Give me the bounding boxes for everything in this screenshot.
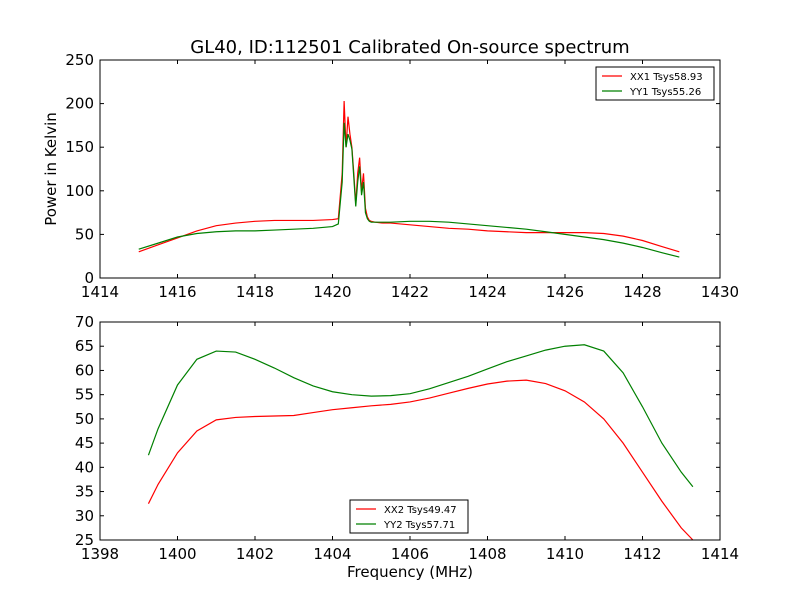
y-tick-label: 50	[75, 225, 94, 243]
series-line-1-2	[138, 122, 680, 258]
y-tick-label: 0	[84, 269, 94, 287]
x-tick-label: 1420	[313, 283, 351, 301]
y-tick-label: 150	[65, 138, 94, 156]
y-tick-label: 100	[65, 182, 94, 200]
x-tick-label: 1410	[546, 545, 584, 563]
series-line-1-1	[138, 100, 680, 253]
y-tick-label: 35	[75, 483, 94, 501]
x-tick-label: 1408	[468, 545, 506, 563]
x-tick-label: 1414	[81, 283, 119, 301]
y-axis-label: Power in Kelvin	[42, 112, 60, 226]
x-tick-label: 1404	[313, 545, 351, 563]
x-tick-label: 1414	[701, 545, 739, 563]
y-tick-label: 70	[75, 313, 94, 331]
y-tick-label: 25	[75, 531, 94, 549]
series-line-2-2	[147, 344, 694, 488]
y-tick-label: 200	[65, 95, 94, 113]
legend: XX1 Tsys58.93 YY1 Tsys55.26	[595, 66, 715, 101]
x-tick-label: 1402	[236, 545, 274, 563]
y-tick-label: 40	[75, 458, 94, 476]
x-tick-label: 1398	[81, 545, 119, 563]
y-tick-label: 250	[65, 51, 94, 69]
legend-entry-label: YY2 Tsys57.71	[383, 520, 455, 531]
legend: XX2 Tsys49.47 YY2 Tsys57.71	[349, 499, 469, 534]
legend-entry-label: XX2 Tsys49.47	[384, 505, 457, 516]
x-tick-label: 1400	[158, 545, 196, 563]
x-tick-label: 1428	[623, 283, 661, 301]
x-tick-label: 1418	[236, 283, 274, 301]
x-tick-label: 1412	[623, 545, 661, 563]
y-tick-label: 30	[75, 507, 94, 525]
legend-box	[595, 66, 715, 101]
x-tick-label: 1430	[701, 283, 739, 301]
y-tick-label: 55	[75, 386, 94, 404]
chart-title: GL40, ID:112501 Calibrated On-source spe…	[190, 37, 629, 58]
x-tick-label: 1406	[391, 545, 429, 563]
legend-entry-label: YY1 Tsys55.26	[629, 87, 701, 98]
legend-box	[349, 499, 469, 534]
y-tick-label: 45	[75, 434, 94, 452]
x-tick-label: 1424	[468, 283, 506, 301]
x-axis-label: Frequency (MHz)	[347, 563, 473, 581]
top-panel: 1414 1416 1418 1420 1422 1424 1426 1428 1430 0 50 1…	[42, 51, 739, 301]
series-line-2-1	[147, 379, 694, 541]
x-tick-label: 1422	[391, 283, 429, 301]
legend-entry-label: XX1 Tsys58.93	[630, 72, 703, 83]
x-tick-label: 1426	[546, 283, 584, 301]
y-tick-label: 65	[75, 337, 94, 355]
bottom-panel: 1398 1400 1402 1404 1406 1408 1410 1412 1414 25 30…	[75, 313, 739, 581]
x-tick-label: 1416	[158, 283, 196, 301]
y-tick-label: 50	[75, 410, 94, 428]
y-tick-label: 60	[75, 361, 94, 379]
